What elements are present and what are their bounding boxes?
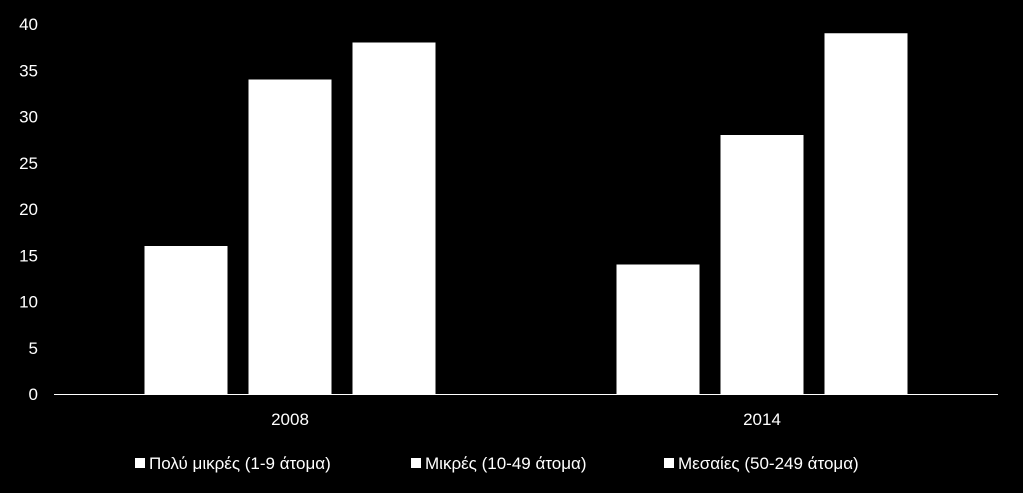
legend-swatch bbox=[664, 458, 674, 468]
bars bbox=[144, 33, 908, 394]
y-axis-ticks: 0 5 10 15 20 25 30 35 40 bbox=[19, 15, 38, 404]
legend-label: Πολύ μικρές (1-9 άτομα) bbox=[149, 454, 331, 473]
x-axis-ticks: 2008 2014 bbox=[271, 410, 781, 429]
y-tick-label: 20 bbox=[19, 200, 38, 219]
y-tick-label: 35 bbox=[19, 61, 38, 80]
y-tick-label: 5 bbox=[29, 339, 38, 358]
legend-label: Μικρές (10-49 άτομα) bbox=[425, 454, 587, 473]
y-tick-label: 25 bbox=[19, 154, 38, 173]
x-tick-label: 2014 bbox=[743, 410, 781, 429]
y-tick-label: 30 bbox=[19, 108, 38, 127]
legend: Πολύ μικρές (1-9 άτομα) Μικρές (10-49 άτο… bbox=[135, 454, 859, 473]
bar-2014-series-1 bbox=[616, 264, 700, 394]
legend-label: Μεσαίες (50-249 άτομα) bbox=[678, 454, 859, 473]
bar-2008-series-1 bbox=[144, 246, 228, 394]
y-tick-label: 0 bbox=[29, 385, 38, 404]
x-tick-label: 2008 bbox=[271, 410, 309, 429]
bar-2014-series-2 bbox=[720, 135, 804, 394]
y-tick-label: 15 bbox=[19, 246, 38, 265]
legend-swatch bbox=[411, 458, 421, 468]
bar-2014-series-3 bbox=[824, 33, 908, 394]
bar-2008-series-3 bbox=[352, 42, 436, 394]
y-tick-label: 10 bbox=[19, 293, 38, 312]
bar-2008-series-2 bbox=[248, 79, 332, 394]
legend-swatch bbox=[135, 458, 145, 468]
y-tick-label: 40 bbox=[19, 15, 38, 34]
